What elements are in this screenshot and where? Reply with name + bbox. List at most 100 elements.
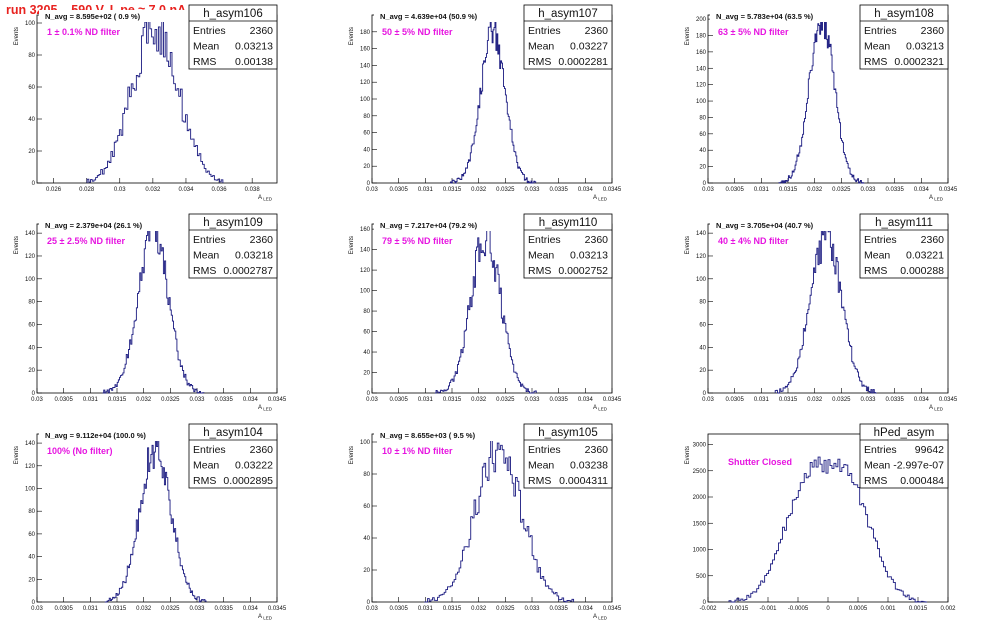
stats-name: h_asym105 xyxy=(538,427,597,439)
y-tick-label: 160 xyxy=(696,50,707,56)
stats-value: 2360 xyxy=(585,234,609,246)
navg-box xyxy=(374,10,557,22)
x-tick-label: 0.03 xyxy=(366,187,378,193)
stats-name: h_asym108 xyxy=(874,8,933,20)
x-axis-label: A LED xyxy=(258,195,273,202)
histogram-bins xyxy=(774,224,877,394)
stats-key: RMS xyxy=(193,265,216,277)
x-tick-label: 0.034 xyxy=(578,397,594,403)
x-tick-label: 0.0325 xyxy=(496,397,515,403)
stats-value: -2.997e-07 xyxy=(893,460,944,472)
stats-box xyxy=(523,4,613,70)
histogram-bins xyxy=(778,16,865,184)
stats-value: 0.0002752 xyxy=(558,265,608,277)
x-tick-label: 0.031 xyxy=(83,606,99,612)
stats-value: 0.03213 xyxy=(235,41,273,53)
x-tick-label: 0.036 xyxy=(212,187,228,193)
stats-key: RMS xyxy=(193,475,216,487)
histogram-bins xyxy=(728,456,927,603)
stats-value: 0.0002321 xyxy=(894,56,944,68)
y-tick-label: 80 xyxy=(363,472,370,478)
y-axis-label: Events xyxy=(685,446,691,464)
y-axis-label: Events xyxy=(685,27,691,45)
y-tick-label: 180 xyxy=(696,33,707,39)
x-tick-label: 0.0345 xyxy=(603,187,622,193)
y-tick-label: 100 xyxy=(25,21,36,27)
histogram-pad-h_asym108: 0.03 0.0305 0.031 0.0315 0.032 0.0325 0.033 0.0… xyxy=(685,4,958,202)
x-tick-label: 0.0325 xyxy=(496,187,515,193)
navg-label: N_avg = 9.112e+04 (100.0 %) xyxy=(45,431,146,440)
y-tick-label: 60 xyxy=(699,132,706,138)
x-tick-label: 0.0305 xyxy=(54,397,73,403)
y-tick-label: 100 xyxy=(696,99,707,105)
y-tick-label: 20 xyxy=(28,368,35,374)
stats-key: Entries xyxy=(528,444,561,456)
filter-annotation: 50 ± 5% ND filter xyxy=(382,27,453,37)
x-axis-label: A LED xyxy=(593,405,608,412)
x-tick-label: 0.03 xyxy=(31,606,43,612)
stats-box xyxy=(859,423,949,489)
x-tick-label: 0.0335 xyxy=(885,397,904,403)
stats-key: RMS xyxy=(864,265,887,277)
navg-box xyxy=(39,219,222,231)
y-axis-label: Events xyxy=(349,446,355,464)
x-tick-label: 0.0315 xyxy=(443,397,462,403)
y-tick-label: 140 xyxy=(360,63,371,69)
stats-box xyxy=(523,423,613,489)
y-tick-label: 60 xyxy=(363,131,370,137)
y-tick-label: 0 xyxy=(703,181,707,187)
x-tick-label: 0.0305 xyxy=(725,397,744,403)
y-tick-label: 40 xyxy=(699,148,706,154)
navg-label: N_avg = 7.217e+04 (79.2 %) xyxy=(380,221,478,230)
stats-key: Entries xyxy=(864,234,897,246)
y-tick-label: 120 xyxy=(696,254,707,260)
stats-key: Mean xyxy=(528,460,554,472)
x-tick-label: 0.032 xyxy=(136,606,152,612)
x-tick-label: 0.0325 xyxy=(832,397,851,403)
x-tick-label: 0.031 xyxy=(754,187,770,193)
navg-label: N_avg = 8.655e+03 ( 9.5 %) xyxy=(380,431,476,440)
stats-key: Mean xyxy=(528,41,554,53)
stats-box xyxy=(859,213,949,279)
navg-box xyxy=(39,429,222,441)
x-tick-label: 0.0325 xyxy=(496,606,515,612)
y-tick-label: 80 xyxy=(363,309,370,315)
y-tick-label: 140 xyxy=(25,231,36,237)
y-tick-label: 20 xyxy=(363,568,370,574)
x-tick-label: 0.031 xyxy=(418,397,434,403)
filter-annotation: 79 ± 5% ND filter xyxy=(382,236,453,246)
x-tick-label: 0.0325 xyxy=(161,397,180,403)
y-tick-label: 1000 xyxy=(693,548,707,554)
x-tick-label: -0.001 xyxy=(759,606,777,612)
x-tick-label: 0.03 xyxy=(366,397,378,403)
stats-name: h_asym104 xyxy=(203,427,263,439)
filter-annotation: 63 ± 5% ND filter xyxy=(718,27,789,37)
y-tick-label: 3000 xyxy=(693,443,707,449)
x-tick-label: 0.002 xyxy=(940,606,956,612)
stats-value: 0.000484 xyxy=(900,475,944,487)
x-tick-label: 0.0315 xyxy=(779,397,798,403)
x-tick-label: 0.0015 xyxy=(909,606,928,612)
x-tick-label: 0.0345 xyxy=(939,397,958,403)
stats-value: 0.03213 xyxy=(570,250,608,262)
y-tick-label: 40 xyxy=(699,345,706,351)
stats-value: 0.0002787 xyxy=(223,265,273,277)
y-tick-label: 100 xyxy=(25,277,36,283)
x-tick-label: 0.001 xyxy=(880,606,896,612)
x-axis-label: A LED xyxy=(593,195,608,202)
y-tick-label: 60 xyxy=(28,85,35,91)
stats-key: Mean xyxy=(528,250,554,262)
x-tick-label: 0.0345 xyxy=(603,606,622,612)
y-tick-label: 2000 xyxy=(693,495,707,501)
y-tick-label: 60 xyxy=(363,330,370,336)
stats-value: 0.0004311 xyxy=(559,475,608,487)
y-tick-label: 120 xyxy=(360,268,371,274)
stats-key: Entries xyxy=(193,234,226,246)
y-tick-label: 80 xyxy=(699,115,706,121)
y-tick-label: 120 xyxy=(696,83,707,89)
x-tick-label: 0.034 xyxy=(178,187,194,193)
navg-label: N_avg = 5.783e+04 (63.5 %) xyxy=(716,12,814,21)
x-tick-label: 0.03 xyxy=(702,397,714,403)
filter-annotation: 100% (No filter) xyxy=(47,446,113,456)
y-tick-label: 40 xyxy=(28,345,35,351)
